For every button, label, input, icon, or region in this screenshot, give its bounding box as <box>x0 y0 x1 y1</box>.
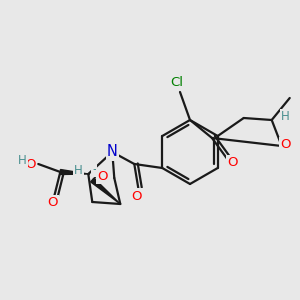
Text: O: O <box>280 139 291 152</box>
Text: H: H <box>74 164 83 176</box>
Polygon shape <box>60 169 88 175</box>
Text: H: H <box>281 110 290 122</box>
Text: O: O <box>131 190 142 202</box>
Text: Cl: Cl <box>170 76 184 88</box>
Text: O: O <box>227 157 237 169</box>
Text: O: O <box>47 196 58 209</box>
Text: N: N <box>107 145 118 160</box>
Text: -: - <box>92 164 97 176</box>
Polygon shape <box>91 178 120 204</box>
Text: H: H <box>18 154 27 166</box>
Text: O: O <box>25 158 35 170</box>
Text: O: O <box>97 169 107 182</box>
